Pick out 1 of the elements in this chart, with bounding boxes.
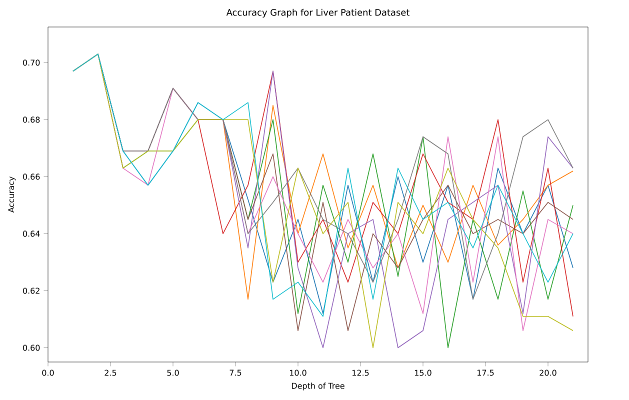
chart-title: Accuracy Graph for Liver Patient Dataset <box>226 8 410 18</box>
